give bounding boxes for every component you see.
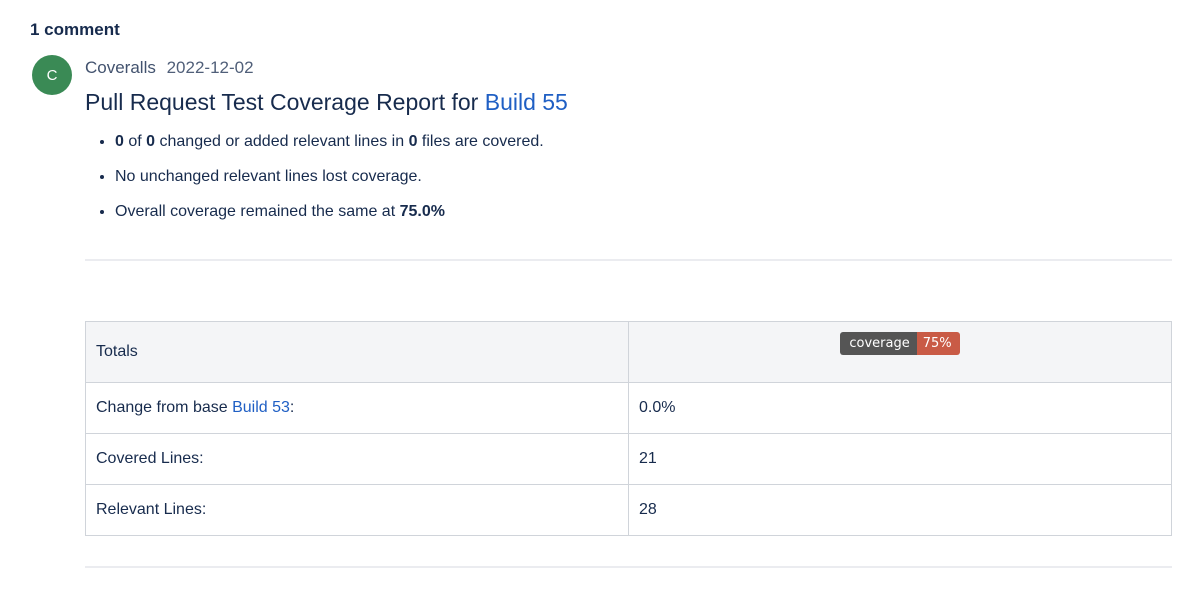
- comment-date: 2022-12-02: [166, 58, 254, 77]
- bullet-text: changed or added relevant lines in: [155, 133, 409, 150]
- bullet-text: Overall coverage remained the same at: [115, 203, 400, 220]
- comment-meta: Coveralls 2022-12-02: [85, 56, 1172, 80]
- badge-cell: coverage 75%: [628, 321, 1172, 383]
- row-label-suffix: :: [289, 399, 295, 416]
- table-header-row: Totals coverage 75%: [85, 321, 1172, 383]
- report-title: Pull Request Test Coverage Report for Bu…: [85, 86, 1172, 118]
- list-item: 0 of 0 changed or added relevant lines i…: [115, 130, 1172, 165]
- avatar-letter: C: [46, 66, 58, 84]
- totals-table: Totals coverage 75% Change from base Buil…: [85, 321, 1172, 536]
- badge-label: coverage: [840, 332, 917, 355]
- comment-count: 1 comment: [30, 20, 120, 39]
- divider: [85, 259, 1172, 261]
- coverage-badge[interactable]: coverage 75%: [840, 332, 960, 355]
- list-item: No unchanged relevant lines lost coverag…: [115, 165, 1172, 200]
- build-55-link[interactable]: Build 55: [484, 89, 568, 115]
- totals-header: Totals: [85, 321, 629, 383]
- row-label: Relevant Lines:: [85, 484, 629, 536]
- build-53-link[interactable]: Build 53: [232, 399, 290, 416]
- divider: [85, 566, 1172, 568]
- table-row: Covered Lines: 21: [85, 433, 1172, 485]
- list-item: Overall coverage remained the same at 75…: [115, 200, 1172, 235]
- row-value: 0.0%: [628, 382, 1172, 434]
- row-label-text: Change from base: [96, 399, 233, 416]
- row-value: 28: [628, 484, 1172, 536]
- coverage-summary-list: 0 of 0 changed or added relevant lines i…: [85, 130, 1172, 235]
- changed-total-count: 0: [146, 133, 156, 150]
- comment-body: Coveralls 2022-12-02 Pull Request Test C…: [85, 56, 1172, 235]
- report-title-text: Pull Request Test Coverage Report for: [85, 89, 485, 115]
- comment-author[interactable]: Coveralls: [85, 58, 156, 77]
- table-row: Relevant Lines: 28: [85, 484, 1172, 536]
- avatar[interactable]: C: [32, 55, 72, 95]
- row-label: Change from base Build 53:: [85, 382, 629, 434]
- row-label: Covered Lines:: [85, 433, 629, 485]
- bullet-text: of: [123, 133, 147, 150]
- overall-coverage-value: 75.0%: [399, 203, 445, 220]
- table-row: Change from base Build 53: 0.0%: [85, 382, 1172, 434]
- row-value: 21: [628, 433, 1172, 485]
- changed-covered-count: 0: [115, 133, 124, 150]
- badge-value: 75%: [916, 332, 960, 355]
- files-count: 0: [408, 133, 418, 150]
- bullet-text: No unchanged relevant lines lost coverag…: [115, 168, 422, 185]
- bullet-text: files are covered.: [417, 133, 544, 150]
